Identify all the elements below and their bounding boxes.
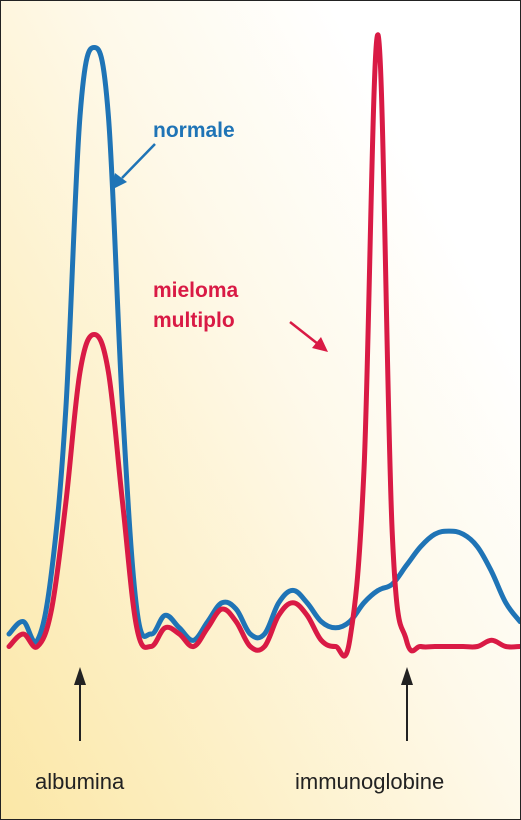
immunoglobine-arrow <box>401 667 413 741</box>
series-layer <box>6 32 520 659</box>
albumina-arrow <box>74 667 86 741</box>
series-line-normale <box>6 45 520 645</box>
normale-arrow <box>111 143 156 190</box>
immunoglobine-label: immunoglobine <box>295 769 444 794</box>
multiplo-label: multiplo <box>153 309 235 332</box>
mieloma-label: mieloma <box>153 279 239 302</box>
normale-label: normale <box>153 119 235 142</box>
mieloma-arrow <box>289 321 328 352</box>
albumina-label: albumina <box>35 769 125 794</box>
series-line-mieloma-multiplo <box>6 32 520 659</box>
